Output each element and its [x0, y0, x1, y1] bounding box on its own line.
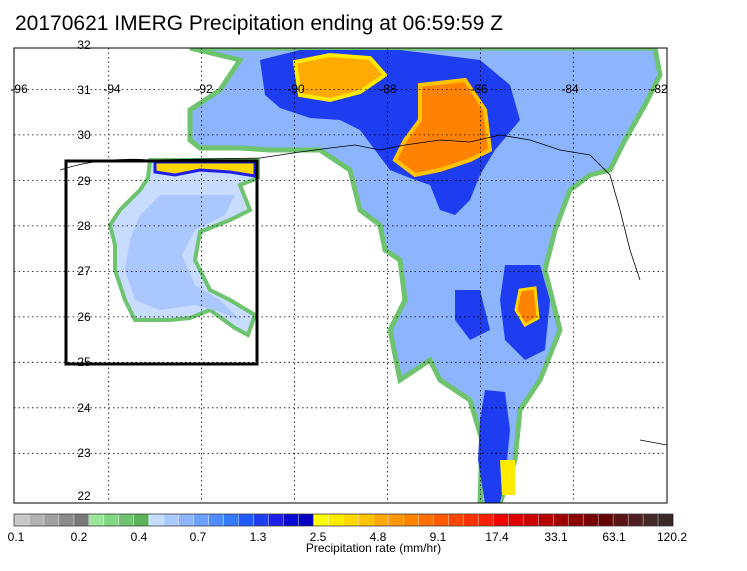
colorbar-tick-label: 1.3 — [250, 530, 267, 544]
lon-label: -92 — [195, 82, 213, 96]
colorbar-swatch — [373, 513, 389, 527]
colorbar-swatch — [433, 513, 449, 527]
precip-heavy-gulf — [500, 460, 515, 495]
colorbar-tick-label: 63.1 — [602, 530, 626, 544]
lat-label: 28 — [77, 219, 91, 233]
colorbar-swatch — [328, 513, 344, 527]
colorbar-swatch — [388, 513, 404, 527]
colorbar-swatch — [103, 513, 120, 527]
colorbar-swatch — [508, 513, 524, 527]
lon-label: -86 — [470, 82, 488, 96]
colorbar-swatch — [58, 513, 75, 527]
colorbar-swatch — [28, 513, 45, 527]
colorbar-swatch — [298, 513, 315, 527]
precip-core-central — [455, 290, 490, 340]
lon-label: -96 — [10, 82, 28, 96]
colorbar-swatch — [657, 513, 674, 527]
colorbar-swatch — [163, 513, 180, 527]
colorbar-swatch — [627, 513, 644, 527]
lat-label: 32 — [77, 38, 91, 52]
colorbar-tick-label: 2.5 — [310, 530, 327, 544]
colorbar-swatch — [448, 513, 464, 527]
lon-label: -82 — [650, 82, 668, 96]
lat-label: 26 — [77, 310, 91, 324]
colorbar-tick-label: 0.7 — [190, 530, 207, 544]
colorbar-tick-label: 0.2 — [71, 530, 88, 544]
colorbar-swatches — [13, 513, 674, 527]
lon-label: -88 — [379, 82, 397, 96]
lat-label: 22 — [77, 489, 91, 503]
lon-label: -84 — [561, 82, 579, 96]
colorbar-swatch — [642, 513, 659, 527]
colorbar-swatch — [13, 513, 30, 527]
colorbar-swatch — [418, 513, 434, 527]
precip-heavy-east — [514, 286, 540, 327]
colorbar-swatch — [238, 513, 255, 527]
colorbar-tick-label: 0.1 — [8, 530, 25, 544]
colorbar-tick-label: 0.4 — [131, 530, 148, 544]
colorbar-swatch — [43, 513, 60, 527]
colorbar-swatch — [478, 513, 494, 527]
lat-label: 23 — [77, 446, 91, 460]
colorbar-swatch — [253, 513, 270, 527]
colorbar-swatch — [523, 513, 539, 527]
colorbar-swatch — [73, 513, 90, 527]
colorbar-swatch — [358, 513, 374, 527]
colorbar-swatch — [612, 513, 629, 527]
precip-heavy-north — [292, 52, 389, 103]
colorbar-swatch — [597, 513, 614, 527]
colorbar-swatch — [118, 513, 135, 527]
colorbar-swatch — [268, 513, 285, 527]
colorbar-swatch — [343, 513, 359, 527]
colorbar-swatch — [283, 513, 300, 527]
colorbar-title: Precipitation rate (mm/hr) — [305, 541, 442, 555]
colorbar-swatch — [178, 513, 195, 527]
colorbar-swatch — [313, 513, 330, 527]
map-title: 20170621 IMERG Precipitation ending at 0… — [15, 12, 503, 35]
colorbar-swatch — [552, 513, 569, 527]
precip-heavy-center — [392, 77, 493, 178]
lat-label: 29 — [77, 174, 91, 188]
analysis-box — [64, 159, 259, 366]
lat-labels: 32 31 30 29 28 27 26 25 24 23 22 — [77, 38, 91, 503]
precip-layer — [14, 48, 667, 503]
lat-label: 30 — [77, 128, 91, 142]
colorbar-swatch — [567, 513, 584, 527]
precip-heavy-westbox — [153, 160, 257, 178]
lon-labels: -96 -94 -92 -90 -88 -86 -84 -82 — [10, 82, 668, 96]
lon-label: -90 — [287, 82, 305, 96]
colorbar-tick-label: 33.1 — [544, 530, 568, 544]
lon-label: -94 — [103, 82, 121, 96]
graticule — [14, 48, 667, 503]
colorbar-swatch — [463, 513, 479, 527]
lat-label: 27 — [77, 264, 91, 278]
map-frame — [13, 47, 668, 504]
colorbar-frame — [13, 513, 674, 527]
colorbar-tick-label: 4.8 — [370, 530, 387, 544]
colorbar-swatch — [193, 513, 210, 527]
colorbar-swatch — [493, 513, 509, 527]
colorbar-swatch — [538, 513, 554, 527]
colorbar-swatch — [148, 513, 165, 527]
colorbar-swatch — [208, 513, 225, 527]
lat-label: 31 — [77, 83, 91, 97]
colorbar-tick-label: 9.1 — [430, 530, 447, 544]
lat-label: 24 — [77, 401, 91, 415]
colorbar-swatch — [403, 513, 419, 527]
colorbar-swatch — [582, 513, 599, 527]
colorbar-tick-labels: 0.1 0.2 0.4 0.7 1.3 2.5 4.8 9.1 17.4 33.… — [8, 530, 688, 544]
colorbar-swatch — [133, 513, 150, 527]
colorbar-swatch — [88, 513, 105, 527]
precip-area-north — [187, 48, 663, 503]
colorbar-swatch — [223, 513, 240, 527]
lat-label: 25 — [77, 355, 91, 369]
colorbar-tick-label: 17.4 — [485, 530, 509, 544]
colorbar-tick-label: 120.2 — [657, 530, 687, 544]
